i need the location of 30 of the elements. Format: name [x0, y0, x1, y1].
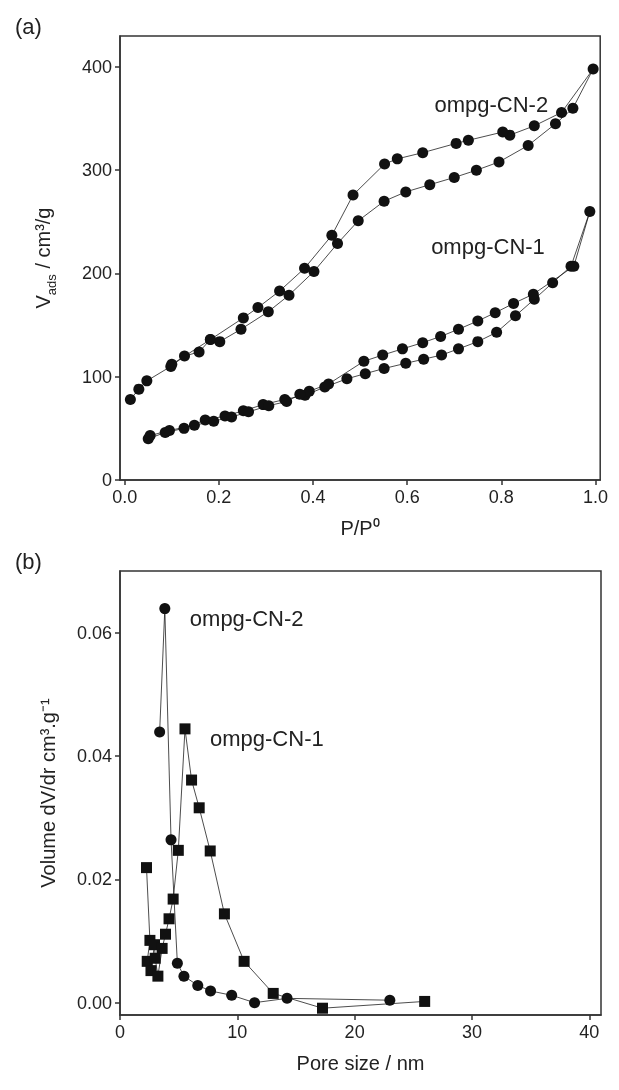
x-tick-label: 10: [227, 1022, 248, 1042]
x-tick-label: 0: [114, 1022, 126, 1042]
x-tick-label: 0.2: [206, 487, 232, 507]
series-label: ompg-CN-1: [431, 234, 545, 260]
y-tick-label: 0.06: [76, 622, 112, 643]
series-label: ompg-CN-2: [189, 606, 304, 632]
y-tick-label: 400: [81, 56, 112, 77]
series-label: ompg-CN-1: [209, 726, 324, 752]
series-label: ompg-CN-2: [434, 91, 549, 117]
y-tick-label: 0.02: [76, 869, 112, 890]
x-tick-label: 0.8: [488, 487, 514, 507]
x-tick-label: 0.6: [394, 487, 420, 507]
x-tick-label: 0.4: [300, 487, 326, 507]
y-tick-label: 200: [81, 263, 112, 284]
x-tick-label: 20: [344, 1022, 365, 1042]
x-tick-label: 30: [461, 1022, 482, 1042]
y-axis-title: Vads / cm³/g: [32, 207, 59, 309]
x-tick-label: 0.0: [112, 487, 138, 507]
y-axis-title: Volume dV/dr cm³.g⁻¹: [37, 698, 59, 888]
y-tick-label: 0.04: [76, 746, 112, 766]
y-tick-label: 0: [101, 470, 112, 490]
chart-title: (a): [15, 13, 42, 39]
y-tick-label: 300: [81, 160, 112, 181]
y-tick-label: 0.00: [76, 992, 112, 1013]
x-tick-label: 40: [579, 1022, 600, 1042]
x-tick-label: 1.0: [582, 487, 608, 507]
x-axis-title: P/P⁰: [340, 517, 380, 539]
y-tick-label: 100: [81, 366, 112, 387]
x-axis-title: Pore size / nm: [296, 1052, 425, 1074]
chart-title: (b): [15, 548, 42, 574]
